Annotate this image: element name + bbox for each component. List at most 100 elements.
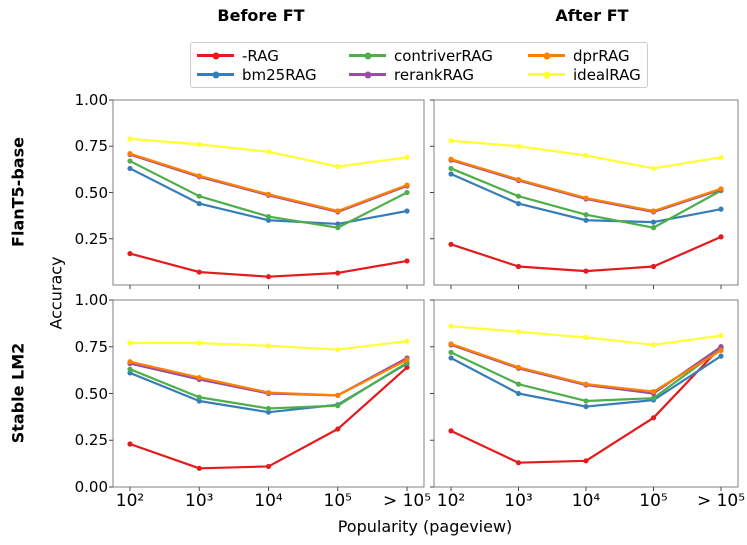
legend-marker-dot — [543, 52, 550, 59]
data-point-marker — [448, 156, 454, 162]
data-point-marker — [335, 164, 341, 170]
data-point-marker — [650, 415, 657, 421]
data-point-marker — [127, 165, 133, 172]
data-point-marker — [448, 323, 454, 329]
data-point-marker — [196, 269, 202, 275]
data-point-marker — [448, 355, 454, 361]
data-point-marker — [265, 191, 272, 197]
panel-flant5-base-before-ft — [109, 99, 425, 289]
data-point-marker — [650, 219, 657, 225]
y-tick-label: 0.25 — [74, 431, 108, 450]
y-tick-label: 0.75 — [74, 137, 108, 156]
legend-item-rag: -RAG — [197, 47, 325, 65]
data-point-marker — [196, 141, 202, 147]
data-point-marker — [127, 340, 133, 346]
column-title-after-ft: After FT — [555, 6, 629, 25]
legend-marker-dot — [212, 52, 219, 59]
series-dprrag — [127, 151, 410, 214]
data-point-marker — [650, 395, 657, 401]
data-point-marker — [718, 206, 724, 212]
y-axis-label: Accuracy — [46, 256, 66, 330]
data-point-marker — [335, 403, 341, 409]
legend-marker-dot — [364, 52, 371, 59]
data-point-marker — [583, 458, 589, 464]
data-point-marker — [196, 394, 202, 400]
data-point-marker — [404, 364, 410, 370]
data-point-marker — [718, 186, 724, 192]
x-tick-label: 10³ — [185, 491, 214, 511]
data-point-marker — [448, 171, 454, 177]
data-point-marker — [583, 381, 589, 387]
x-tick-label: 10⁴ — [571, 491, 601, 511]
data-point-marker — [127, 441, 133, 447]
data-point-marker — [718, 332, 724, 339]
y-tick-label: 0.50 — [74, 183, 108, 202]
x-tick-label: 10⁵ — [323, 491, 352, 511]
data-point-marker — [583, 268, 589, 274]
legend-line-swatch — [528, 52, 565, 59]
data-point-marker — [650, 389, 657, 395]
data-point-marker — [515, 201, 522, 207]
series-rag — [127, 250, 410, 280]
series-line — [450, 235, 722, 273]
series-dprrag — [448, 156, 724, 214]
legend-item-rerankrag: rerankRAG — [349, 66, 504, 84]
data-point-marker — [515, 143, 522, 149]
legend-item-bm25rag: bm25RAG — [197, 66, 325, 84]
y-tick-label: 1.00 — [74, 91, 108, 109]
series-rerankrag — [448, 157, 724, 215]
data-point-marker — [583, 217, 589, 223]
row-label-flant5-base: FlanT5-base — [8, 137, 28, 247]
series-contriverrag — [127, 158, 410, 231]
series-dprrag — [127, 357, 410, 398]
series-idealrag — [127, 338, 410, 353]
legend-line-swatch — [349, 52, 386, 59]
series-rerankrag — [127, 151, 410, 215]
x-tick-label: 10⁵ — [639, 491, 668, 511]
x-tick-label: > 10⁵ — [696, 491, 746, 511]
data-point-marker — [404, 182, 410, 188]
panel-stable-lm2-after-ft — [430, 299, 739, 491]
legend-label: contriverRAG — [394, 46, 493, 65]
legend-label: idealRAG — [573, 65, 641, 84]
legend-item-contriverrag: contriverRAG — [349, 47, 504, 65]
series-line — [129, 252, 408, 278]
legend-line-swatch — [528, 71, 565, 78]
series-rag — [127, 364, 410, 471]
data-point-marker — [196, 201, 202, 207]
data-point-marker — [404, 258, 410, 264]
data-point-marker — [404, 357, 410, 363]
x-axis-label: Popularity (pageview) — [337, 517, 513, 536]
data-point-marker — [404, 338, 410, 344]
series-bm25rag — [448, 171, 724, 225]
data-point-marker — [265, 149, 272, 155]
data-point-marker — [448, 241, 454, 247]
y-tick-label: 0.00 — [74, 478, 108, 496]
x-tick-label: 10² — [436, 491, 466, 511]
legend: -RAG bm25RAG contriverRAG rerankRAG dprRAG id… — [190, 42, 648, 88]
data-point-marker — [265, 389, 272, 396]
series-idealrag — [448, 323, 724, 348]
data-point-marker — [127, 366, 133, 372]
data-point-marker — [448, 138, 454, 144]
data-point-marker — [718, 234, 724, 240]
data-point-marker — [196, 465, 202, 471]
data-point-marker — [265, 409, 272, 415]
axes-spines — [433, 99, 739, 286]
panel-stable-lm2-before-ft — [109, 299, 425, 491]
data-point-marker — [718, 347, 724, 354]
legend-item-idealrag: idealRAG — [528, 66, 641, 84]
data-point-marker — [718, 353, 724, 359]
series-idealrag — [127, 136, 410, 170]
data-point-marker — [650, 208, 657, 214]
data-point-marker — [335, 208, 341, 214]
data-point-marker — [265, 463, 272, 470]
data-point-marker — [583, 195, 589, 201]
data-point-marker — [583, 334, 589, 340]
data-point-marker — [265, 213, 272, 220]
legend-marker-dot — [212, 71, 219, 78]
data-point-marker — [127, 370, 133, 376]
legend-item-dprrag: dprRAG — [528, 47, 641, 65]
legend-marker-dot — [543, 71, 550, 78]
